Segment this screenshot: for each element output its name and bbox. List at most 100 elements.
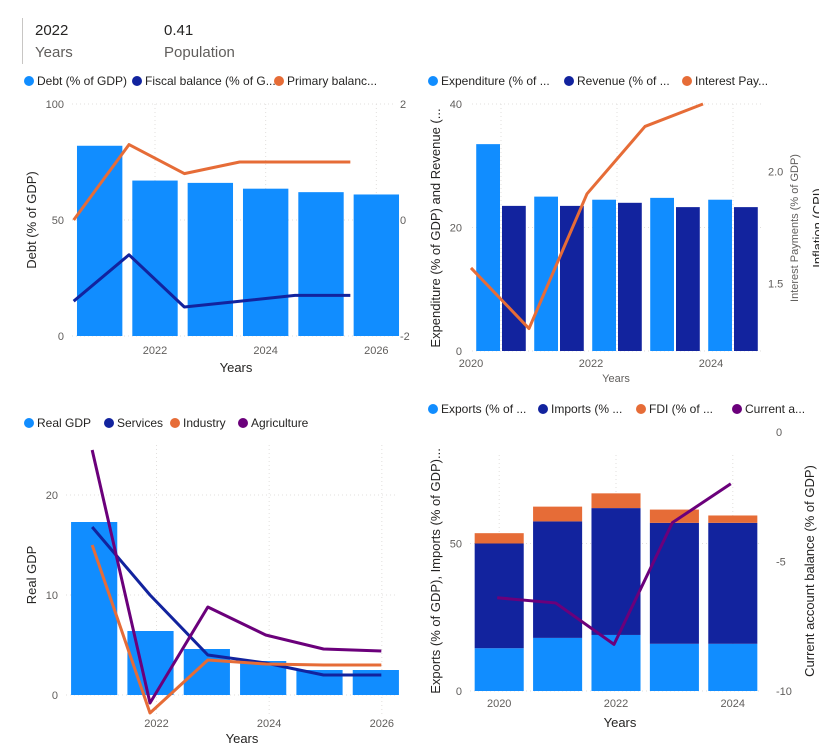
bar-debt [353, 194, 400, 336]
legend-marker [428, 404, 438, 414]
bar-debt [76, 145, 123, 336]
bar-imports [474, 543, 524, 649]
bar-exports [591, 634, 641, 691]
legend-marker [732, 404, 742, 414]
line-fiscal-balance [72, 253, 351, 309]
x-tick-label: 2022 [143, 345, 167, 357]
bar-fdi [533, 506, 583, 522]
bar-debt [187, 182, 234, 336]
line-primary-balance [72, 143, 351, 221]
bar-exports [708, 643, 758, 691]
legend-marker [238, 418, 248, 428]
legend-label: Industry [183, 416, 226, 430]
legend-marker [538, 404, 548, 414]
bar-revenue [676, 207, 700, 351]
bar-fdi [708, 515, 758, 523]
legend-marker [24, 76, 34, 86]
bar-exports [649, 643, 699, 691]
y-tick-label: 0 [456, 686, 462, 698]
legend-label: Services [117, 416, 163, 430]
bar-expenditure [534, 196, 558, 351]
legend-label: Real GDP [37, 416, 91, 430]
bar-fdi [474, 533, 524, 544]
legend-marker [564, 76, 574, 86]
y-axis-title: Expenditure (% of GDP) and Revenue (... [428, 108, 443, 347]
x-tick-label: 2020 [487, 698, 511, 710]
expenditure-revenue-chart[interactable]: Expenditure (% of ... Revenue (% of ... In… [410, 68, 819, 384]
bar-expenditure [476, 144, 500, 351]
legend-label: Exports (% of ... [441, 402, 526, 416]
bar-expenditure [708, 199, 732, 351]
legend-label: Fiscal balance (% of G... [145, 74, 276, 88]
fiscal-chart[interactable]: Debt (% of GDP) Fiscal balance (% of G...… [0, 68, 410, 384]
line-agriculture [90, 449, 382, 705]
x-axis-title: Years [602, 373, 630, 384]
bar-imports [591, 508, 641, 635]
real-gdp-chart[interactable]: Real GDP Services Industry Agriculture 0 10 20… [0, 405, 410, 749]
legend-marker [170, 418, 180, 428]
line-industry [90, 544, 382, 715]
y2-tick-label: 2 [400, 99, 406, 111]
y3-axis-title: Inflation (CPI) [810, 188, 819, 267]
bar-debt [132, 180, 178, 336]
y-tick-label: 0 [52, 690, 58, 702]
legend-marker [104, 418, 114, 428]
y-tick-label: 50 [52, 215, 64, 227]
kpi-population-label: Population [164, 44, 235, 61]
kpi-population-value: 0.41 [164, 22, 194, 39]
bar-exports [474, 648, 524, 691]
x-axis-title: Years [604, 715, 637, 730]
y-axis-title: Debt (% of GDP) [24, 171, 39, 269]
y-tick-label: 20 [46, 490, 58, 502]
bar-imports [708, 522, 758, 644]
x-tick-label: 2024 [721, 698, 745, 710]
bar-exports [533, 637, 583, 691]
y-axis-title: Real GDP [24, 546, 39, 605]
y-tick-label: 20 [450, 223, 462, 235]
bar-revenue [618, 202, 642, 351]
bar-debt [242, 188, 289, 336]
y2-tick-label: -2 [400, 331, 410, 343]
y2-tick-label: 0 [400, 215, 406, 227]
y-tick-label: 0 [456, 346, 462, 358]
y-tick-label: 100 [46, 99, 64, 111]
y-axis-title: Exports (% of GDP), Imports (% of GDP)..… [428, 448, 443, 694]
bar-imports [533, 521, 583, 638]
x-axis-title: Years [220, 360, 253, 375]
x-tick-label: 2026 [364, 345, 388, 357]
x-tick-label: 2022 [604, 698, 628, 710]
bar-fdi [591, 493, 641, 509]
y2-tick-label: 1.5 [768, 279, 783, 291]
legend-marker [24, 418, 34, 428]
kpi-divider [22, 18, 23, 64]
y-tick-label: 0 [58, 331, 64, 343]
x-tick-label: 2024 [253, 345, 277, 357]
trade-chart[interactable]: Exports (% of ... Imports (% ... FDI (% of… [410, 395, 819, 749]
y2-tick-label: -5 [776, 557, 786, 569]
x-tick-label: 2022 [579, 358, 603, 370]
bar-revenue [734, 207, 758, 351]
bar-debt [298, 192, 344, 336]
legend-marker [636, 404, 646, 414]
bar-imports [649, 522, 699, 644]
kpi-year-value: 2022 [35, 22, 69, 39]
x-axis-title: Years [226, 731, 259, 746]
y2-tick-label: 0 [776, 427, 782, 439]
legend-marker [274, 76, 284, 86]
y2-axis-title: Interest Payments (% of GDP) [789, 154, 801, 302]
bar-expenditure [650, 197, 674, 351]
legend-marker [428, 76, 438, 86]
legend-marker [132, 76, 142, 86]
bar-revenue [502, 205, 526, 351]
kpi-year-label: Years [35, 44, 73, 61]
line-interest-payments [469, 102, 704, 331]
x-tick-label: 2026 [370, 718, 394, 730]
legend-label: Revenue (% of ... [577, 74, 670, 88]
legend-label: Imports (% ... [551, 402, 622, 416]
legend-label: FDI (% of ... [649, 402, 713, 416]
x-tick-label: 2024 [257, 718, 281, 730]
line-services [91, 526, 382, 677]
line-current-account [497, 482, 732, 646]
y-tick-label: 40 [450, 99, 462, 111]
legend-label: Interest Pay... [695, 74, 768, 88]
